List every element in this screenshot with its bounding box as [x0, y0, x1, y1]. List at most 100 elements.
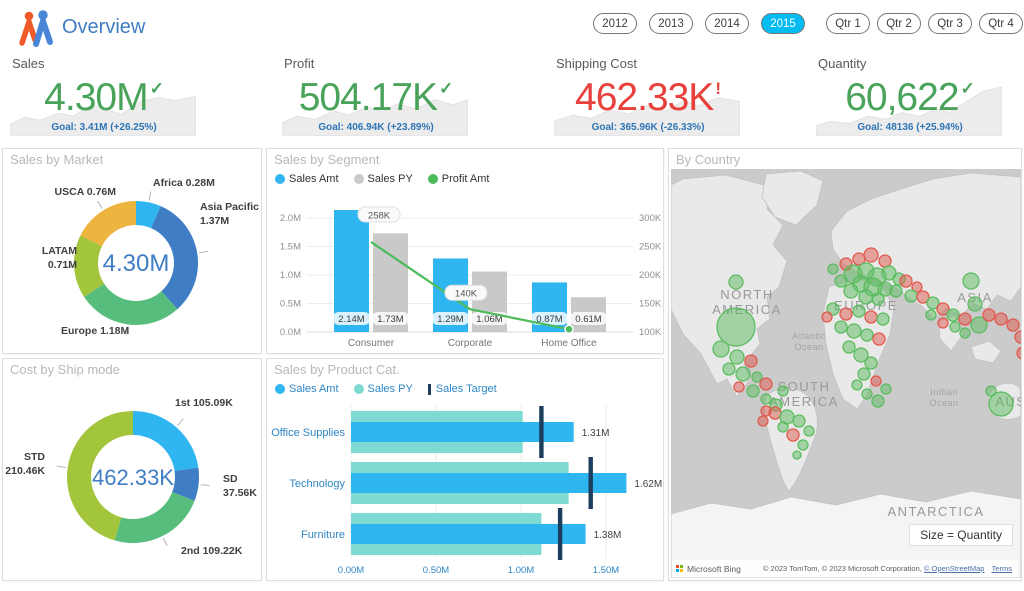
country-bubble-positive[interactable]: [843, 283, 859, 299]
country-bubble-negative[interactable]: [872, 332, 886, 346]
year-2014-button[interactable]: 2014: [705, 13, 749, 34]
y-category-label[interactable]: Furniture: [301, 529, 345, 541]
country-bubble-positive[interactable]: [777, 421, 789, 433]
year-2013-button[interactable]: 2013: [649, 13, 693, 34]
legend-item-profit-amt[interactable]: Profit Amt: [427, 173, 489, 185]
donut-slice-asia-pacific[interactable]: [151, 206, 198, 310]
target-tick-technology[interactable]: [588, 457, 593, 509]
country-bubble-negative[interactable]: [878, 254, 892, 268]
country-bubble-negative[interactable]: [937, 317, 949, 329]
bar-sales-amt-technology[interactable]: [351, 473, 627, 493]
terms-link[interactable]: Terms: [991, 564, 1012, 573]
bar-sales-amt-furniture[interactable]: [351, 524, 586, 544]
country-bubble-positive[interactable]: [876, 312, 890, 326]
qtr-qtr-3-button[interactable]: Qtr 3: [928, 13, 972, 34]
country-bubble-positive[interactable]: [792, 414, 806, 428]
country-bubble-negative[interactable]: [911, 281, 923, 293]
country-bubble-negative[interactable]: [1016, 346, 1021, 360]
country-bubble-positive[interactable]: [926, 296, 940, 310]
legend-item-sales-amt[interactable]: Sales Amt: [275, 173, 339, 185]
country-bubble-positive[interactable]: [827, 263, 839, 275]
bar-sales-amt-office-supplies[interactable]: [351, 422, 574, 442]
country-bubble-positive[interactable]: [864, 356, 878, 370]
country-bubble-negative[interactable]: [733, 381, 745, 393]
country-bubble-positive[interactable]: [970, 316, 988, 334]
country-bubble-positive[interactable]: [716, 307, 756, 347]
country-bubble-positive[interactable]: [852, 304, 866, 318]
country-bubble-positive[interactable]: [880, 383, 892, 395]
country-bubble-positive[interactable]: [881, 265, 897, 281]
country-bubble-negative[interactable]: [994, 312, 1008, 326]
legend-item-sales-py[interactable]: Sales PY: [353, 383, 413, 395]
country-bubble-positive[interactable]: [871, 292, 885, 306]
country-bubble-positive[interactable]: [826, 302, 840, 316]
country-bubble-positive[interactable]: [857, 367, 871, 381]
country-bubble-negative[interactable]: [870, 375, 882, 387]
world-map[interactable]: NORTHAMERICASOUTHAMERICAEUROPEASIAANTARC…: [671, 169, 1021, 578]
country-bubble-positive[interactable]: [904, 289, 918, 303]
country-bubble-positive[interactable]: [760, 393, 772, 405]
y-category-label[interactable]: Office Supplies: [271, 427, 345, 439]
country-bubble-negative[interactable]: [958, 312, 972, 326]
country-bubble-positive[interactable]: [735, 366, 751, 382]
country-bubble-positive[interactable]: [861, 388, 873, 400]
country-bubble-positive[interactable]: [967, 296, 983, 312]
country-bubble-negative[interactable]: [759, 377, 773, 391]
country-bubble-positive[interactable]: [988, 391, 1014, 417]
country-bubble-positive[interactable]: [959, 327, 971, 339]
country-bubble-negative[interactable]: [863, 247, 879, 263]
country-bubble-positive[interactable]: [846, 323, 862, 339]
country-bubble-positive[interactable]: [728, 274, 744, 290]
country-bubble-negative[interactable]: [786, 428, 800, 442]
donut-slice-1st[interactable]: [133, 411, 199, 472]
country-bubble-positive[interactable]: [792, 450, 802, 460]
country-bubble-negative[interactable]: [982, 308, 996, 322]
target-tick-furniture[interactable]: [557, 508, 563, 560]
country-bubble-negative[interactable]: [821, 311, 833, 323]
country-bubble-positive[interactable]: [985, 385, 997, 397]
profit-line[interactable]: [370, 241, 570, 331]
country-bubble-positive[interactable]: [834, 274, 848, 288]
year-2015-button[interactable]: 2015: [761, 13, 805, 34]
country-bubble-positive[interactable]: [889, 284, 903, 298]
country-bubble-positive[interactable]: [949, 321, 961, 333]
country-bubble-positive[interactable]: [797, 439, 809, 451]
country-bubble-negative[interactable]: [1006, 318, 1020, 332]
year-2012-button[interactable]: 2012: [593, 13, 637, 34]
target-tick-office-supplies[interactable]: [539, 406, 544, 458]
openstreetmap-link[interactable]: © OpenStreetMap: [923, 564, 985, 573]
y-category-label[interactable]: Technology: [289, 478, 345, 490]
bar-sales-amt-consumer[interactable]: [334, 210, 369, 332]
legend-item-sales-py[interactable]: Sales PY: [353, 173, 413, 185]
country-bubble-negative[interactable]: [864, 310, 878, 324]
country-bubble-positive[interactable]: [746, 384, 760, 398]
legend-item-sales-target[interactable]: Sales Target: [427, 383, 497, 395]
country-bubble-negative[interactable]: [1014, 330, 1021, 344]
country-bubble-positive[interactable]: [722, 362, 736, 376]
country-bubble-positive[interactable]: [712, 340, 730, 358]
qtr-qtr-1-button[interactable]: Qtr 1: [826, 13, 870, 34]
legend-item-sales-amt[interactable]: Sales Amt: [275, 383, 339, 395]
country-bubble-positive[interactable]: [842, 340, 856, 354]
country-bubble-positive[interactable]: [853, 347, 869, 363]
donut-slice-sd[interactable]: [172, 467, 200, 501]
country-bubble-negative[interactable]: [916, 290, 930, 304]
donut-slice-europe[interactable]: [84, 283, 178, 325]
qtr-qtr-2-button[interactable]: Qtr 2: [877, 13, 921, 34]
donut-slice-2nd[interactable]: [114, 492, 195, 543]
profit-line-end-dot[interactable]: [564, 324, 574, 334]
country-bubble-negative[interactable]: [899, 274, 913, 288]
donut-slice-std[interactable]: [67, 411, 133, 541]
country-bubble-positive[interactable]: [803, 425, 815, 437]
country-bubble-positive[interactable]: [777, 385, 789, 397]
qtr-qtr-4-button[interactable]: Qtr 4: [979, 13, 1023, 34]
country-bubble-positive[interactable]: [729, 349, 745, 365]
country-bubble-negative[interactable]: [839, 307, 853, 321]
donut-slice-africa[interactable]: [136, 201, 161, 229]
country-bubble-negative[interactable]: [757, 415, 769, 427]
country-bubble-negative[interactable]: [744, 354, 758, 368]
country-bubble-negative[interactable]: [760, 405, 772, 417]
country-bubble-positive[interactable]: [962, 272, 980, 290]
country-bubble-positive[interactable]: [751, 371, 763, 383]
donut-slice-latam[interactable]: [73, 235, 105, 297]
